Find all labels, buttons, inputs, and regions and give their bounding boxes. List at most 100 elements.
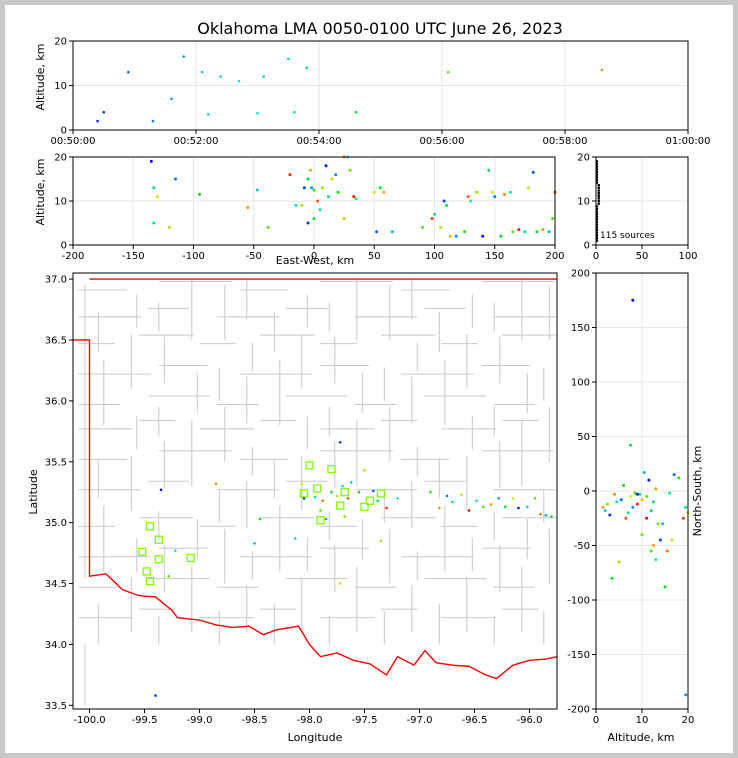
ew-height-point <box>266 225 270 229</box>
plan-y-tick-label: 36.0 <box>45 396 67 407</box>
ns-height-point <box>640 533 644 537</box>
lma-station-marker <box>138 547 147 557</box>
lma-station-marker <box>299 489 309 498</box>
plan-source-point <box>324 517 328 521</box>
plan-source-point <box>467 509 471 512</box>
hist-panel-border <box>595 156 689 246</box>
plan-source-point <box>313 495 317 499</box>
ns-x-tick-label: 10 <box>636 715 649 726</box>
ew-height-point <box>378 186 382 190</box>
ns-y-tick-label: 50 <box>577 432 590 443</box>
time-height-point <box>102 110 106 114</box>
ns-y-tick-label: -50 <box>574 541 590 552</box>
lma-station-marker <box>305 461 314 470</box>
time-height-point <box>237 79 241 83</box>
ew-height-point <box>517 228 521 232</box>
ns-height-point <box>645 516 649 520</box>
ns-height-point <box>645 494 649 498</box>
ns-height-point <box>640 498 644 502</box>
plan-x-tick-label: -96.5 <box>462 715 488 726</box>
time-panel-border <box>72 40 689 131</box>
lma-station-marker <box>145 576 155 586</box>
ns-height-point <box>665 549 669 553</box>
ew-x-tick-label: 100 <box>425 251 444 262</box>
plan-source-point <box>343 515 347 518</box>
plan-y-tick-label: 34.0 <box>45 640 67 651</box>
ew-height-point <box>306 221 310 225</box>
plan-source-point <box>214 482 218 485</box>
ns-height-point <box>652 544 655 547</box>
plan-panel-ylabel: Latitude <box>27 469 40 515</box>
ew-height-point <box>152 221 156 225</box>
ew-y-tick-label: 20 <box>54 153 67 164</box>
time-x-tick-label: 00:58:00 <box>543 136 588 147</box>
time-height-point <box>151 119 155 123</box>
ew-height-point <box>246 206 250 210</box>
ew-y-tick-label: 0 <box>61 241 67 252</box>
ew-height-point <box>288 173 292 177</box>
ew-height-point <box>294 203 298 207</box>
ew-height-point <box>420 225 424 229</box>
ew-height-point <box>463 230 467 234</box>
ew-x-tick-label: -100 <box>182 251 205 262</box>
ew-height-point <box>535 230 539 234</box>
ew-height-point <box>342 217 346 221</box>
ns-y-tick-label: 100 <box>571 378 590 389</box>
plan-panel-frame <box>72 272 558 710</box>
time-x-tick-label: 00:50:00 <box>51 136 96 147</box>
ew-height-point <box>469 199 473 203</box>
ew-height-point <box>382 190 386 194</box>
ns-height-point <box>633 491 637 495</box>
ns-y-tick-label: 200 <box>571 269 590 280</box>
histogram-point <box>597 199 601 203</box>
plan-source-point <box>460 493 463 496</box>
ew-panel-border <box>72 156 556 246</box>
time-y-tick-label: 0 <box>61 126 67 137</box>
ew-height-point <box>352 195 356 199</box>
ew-height-point <box>312 188 316 192</box>
ew-height-point <box>490 190 494 194</box>
ns-height-point <box>629 443 632 447</box>
ew-height-point <box>502 192 506 196</box>
time-panel-ylabel: Altitude, km <box>34 43 47 110</box>
ns-x-tick-label: 0 <box>593 715 599 726</box>
time-height-point <box>354 110 358 114</box>
ew-x-tick-label: 0 <box>311 251 317 262</box>
ew-height-point <box>433 212 436 216</box>
ew-height-point <box>508 190 512 194</box>
lma-station-marker <box>340 488 349 497</box>
time-height-point <box>446 70 450 74</box>
ew-height-point <box>312 217 316 221</box>
ns-height-point <box>629 494 632 498</box>
plan-y-tick-label: 35.5 <box>45 457 67 468</box>
plan-y-tick-label: 34.5 <box>45 579 67 590</box>
time-x-tick-label: 01:00:00 <box>666 136 711 147</box>
lma-station-marker <box>376 489 386 498</box>
time-height-point <box>305 66 309 69</box>
plan-source-point <box>341 484 344 488</box>
ns-height-point <box>656 522 660 526</box>
ns-panel-ylabel: North-South, km <box>691 446 704 537</box>
plan-source-point <box>451 500 454 504</box>
time-height-point <box>286 57 290 61</box>
ew-height-point <box>466 195 470 199</box>
hist-x-tick-label: 0 <box>593 251 599 262</box>
hist-y-tick-label: 10 <box>577 197 590 208</box>
plan-source-point <box>438 506 441 510</box>
state-border-south <box>73 339 558 680</box>
ns-height-point <box>601 505 605 509</box>
ns-height-point <box>615 500 619 504</box>
lma-station-marker <box>313 484 322 493</box>
ew-height-point <box>541 228 545 232</box>
ew-height-point <box>316 199 320 203</box>
ew-height-point <box>526 186 530 190</box>
plan-source-point <box>396 497 399 500</box>
ns-height-point <box>606 502 609 506</box>
ns-height-point <box>677 476 681 480</box>
ew-height-point <box>531 170 535 174</box>
ew-height-point <box>255 188 259 192</box>
plan-source-point <box>475 499 479 503</box>
ew-panel-ylabel: Altitude, km <box>34 158 47 225</box>
plan-source-point <box>379 539 383 543</box>
time-y-tick-label: 20 <box>54 37 67 48</box>
